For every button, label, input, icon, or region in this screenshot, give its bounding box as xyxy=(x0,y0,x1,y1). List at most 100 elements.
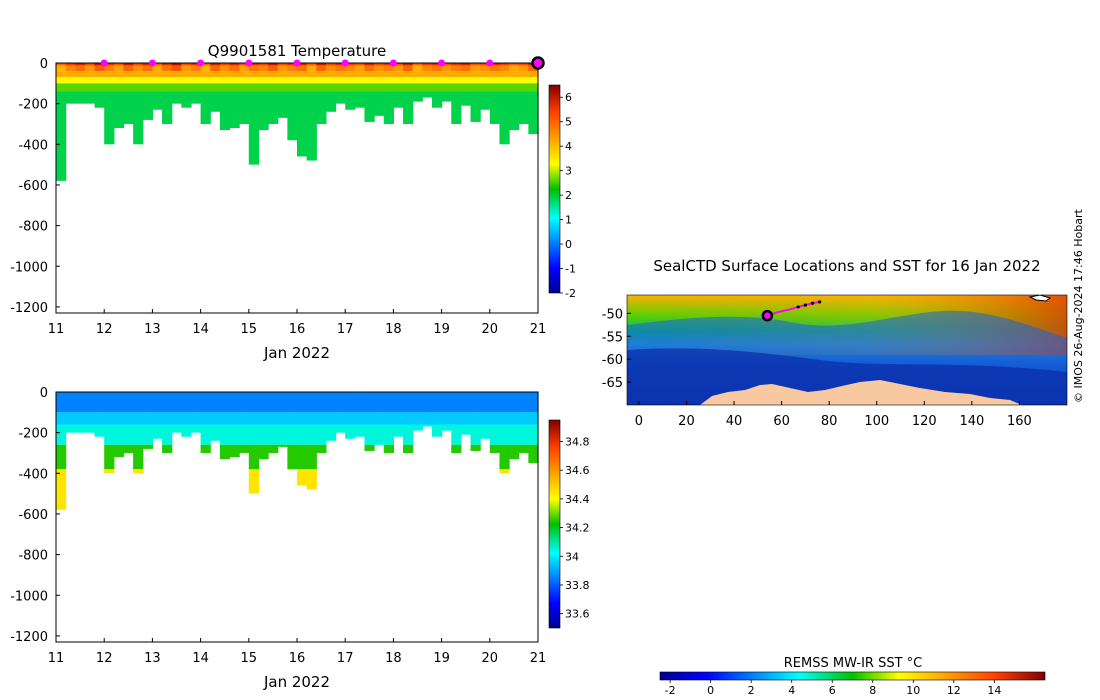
colorbar-tick-label: -2 xyxy=(565,287,576,300)
salinity-cell xyxy=(422,412,433,425)
temperature-cell xyxy=(316,65,327,72)
salinity-cell xyxy=(518,424,529,445)
salinity-cell xyxy=(451,424,462,445)
salinity-cell xyxy=(499,469,510,474)
temperature-cell xyxy=(383,71,394,78)
temperature-cell xyxy=(133,91,144,145)
temperature-cell xyxy=(480,83,491,92)
temperature-cell xyxy=(104,71,115,78)
salinity-cell xyxy=(200,412,211,425)
temperature-cell xyxy=(354,77,366,84)
salinity-ytick-label: -1000 xyxy=(10,589,48,604)
map-xtick-label: 100 xyxy=(864,414,889,429)
temperature-cell xyxy=(152,83,163,92)
salinity-cell xyxy=(277,424,288,445)
temperature-cell xyxy=(345,91,356,110)
temperature-cell xyxy=(190,83,202,92)
salinity-cell xyxy=(383,392,394,413)
temperature-cell xyxy=(84,91,96,104)
salinity-cell xyxy=(306,444,317,470)
temperature-cell xyxy=(383,91,394,124)
temperature-cell xyxy=(422,63,433,66)
surface-marker xyxy=(245,59,253,67)
salinity-cell xyxy=(277,392,288,413)
temperature-cell xyxy=(499,71,510,78)
salinity-cell xyxy=(354,392,366,413)
salinity-xtick-label: 20 xyxy=(482,651,499,666)
salinity-cell xyxy=(181,412,192,425)
temperature-ytick-label: -800 xyxy=(18,220,48,235)
temperature-cell xyxy=(142,77,153,84)
salinity-cell xyxy=(306,392,317,413)
track-point xyxy=(803,303,807,307)
temperature-cell xyxy=(470,65,481,72)
temperature-cell xyxy=(248,65,260,72)
salinity-cell xyxy=(142,412,153,425)
track-point xyxy=(796,305,800,309)
temperature-cell xyxy=(75,65,86,72)
salinity-cell xyxy=(489,412,501,425)
temperature-cell xyxy=(258,63,269,66)
temperature-ytick-label: -1000 xyxy=(10,260,48,275)
salinity-cell xyxy=(345,424,356,439)
temperature-cell xyxy=(65,91,76,104)
temperature-cell xyxy=(277,63,288,66)
temperature-cell xyxy=(171,65,182,72)
temperature-cell xyxy=(229,77,240,84)
temperature-cell xyxy=(460,77,472,84)
temperature-cell xyxy=(190,91,202,104)
surface-marker xyxy=(197,59,205,67)
temperature-cell xyxy=(181,71,192,78)
temperature-cell xyxy=(403,63,414,66)
temperature-cell xyxy=(480,65,491,72)
temperature-cell xyxy=(354,91,366,108)
temperature-cell xyxy=(104,63,115,66)
colorbar-tick-label: 0 xyxy=(565,238,572,251)
salinity-cell xyxy=(75,412,86,425)
salinity-cell xyxy=(94,392,105,413)
salinity-cell xyxy=(499,444,510,470)
map-ytick-label: -55 xyxy=(602,330,623,345)
temperature-cell xyxy=(306,65,317,72)
salinity-cell xyxy=(56,412,67,425)
sst-colorbar-tick-label: -2 xyxy=(665,684,676,697)
map-current-position xyxy=(761,309,774,322)
salinity-cell xyxy=(441,424,452,431)
temperature-cell xyxy=(345,77,356,84)
salinity-xtick-label: 16 xyxy=(289,651,306,666)
temperature-xtick-label: 11 xyxy=(48,322,65,337)
temperature-cell xyxy=(210,83,221,92)
map-ytick-label: -50 xyxy=(602,307,623,322)
salinity-cell xyxy=(248,424,260,445)
temperature-cell xyxy=(364,83,375,92)
salinity-cell xyxy=(412,412,423,425)
track-point xyxy=(810,301,815,305)
salinity-cell xyxy=(113,444,125,458)
salinity-cell xyxy=(412,424,423,431)
colorbar-tick-label: 3 xyxy=(565,165,572,178)
temperature-cell xyxy=(374,71,385,78)
salinity-cell xyxy=(393,412,404,425)
salinity-cell xyxy=(509,392,520,413)
temperature-cell xyxy=(460,91,472,106)
salinity-cell xyxy=(393,392,404,413)
salinity-cell xyxy=(248,412,260,425)
temperature-cell xyxy=(364,71,375,78)
temperature-cell xyxy=(335,63,346,66)
map-ytick-label: -65 xyxy=(602,376,623,391)
temperature-cell xyxy=(325,65,337,72)
salinity-cell xyxy=(133,444,144,470)
temperature-cell xyxy=(123,77,134,84)
salinity-xlabel: Jan 2022 xyxy=(263,673,330,691)
temperature-cell xyxy=(403,83,414,92)
temperature-cell xyxy=(248,77,260,84)
salinity-ytick-label: -200 xyxy=(18,427,48,442)
salinity-xtick-label: 11 xyxy=(48,651,65,666)
temperature-cell xyxy=(104,91,115,145)
salinity-cell xyxy=(200,392,211,413)
salinity-cell xyxy=(509,424,520,445)
salinity-cell xyxy=(162,424,173,445)
temperature-cell xyxy=(499,77,510,84)
temperature-cell xyxy=(268,71,279,78)
salinity-cell xyxy=(104,424,115,445)
